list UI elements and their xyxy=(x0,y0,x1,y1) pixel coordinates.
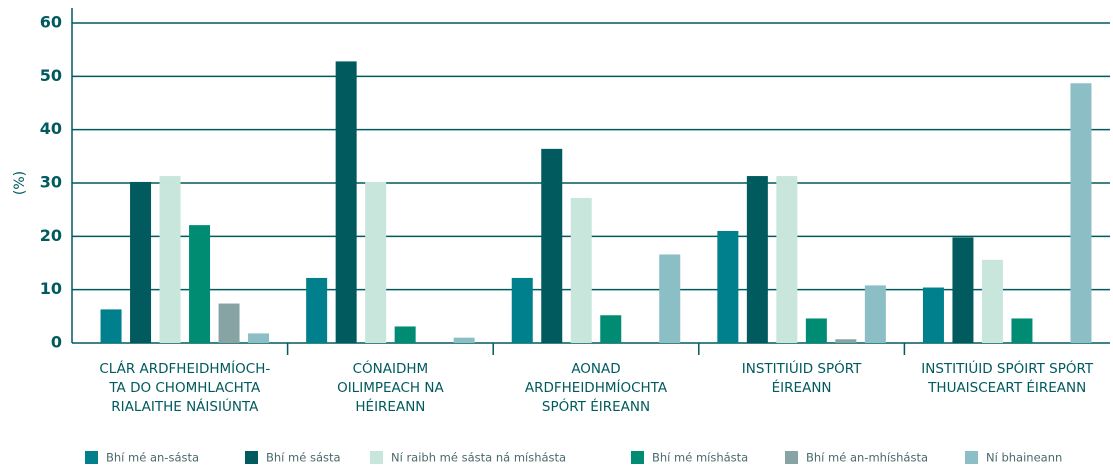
legend-swatch xyxy=(85,451,98,464)
bar xyxy=(952,237,974,343)
x-tick-label: ÉIREANN xyxy=(772,379,832,396)
bar xyxy=(805,318,827,343)
y-tick-label: 10 xyxy=(40,279,62,298)
bar xyxy=(159,176,181,343)
x-tick-label: INSTITIÚID SPÓRT xyxy=(742,359,862,377)
bar xyxy=(922,287,944,343)
bar xyxy=(864,285,886,343)
legend-label: Bhí mé an-sásta xyxy=(106,451,199,465)
bar xyxy=(717,231,739,343)
bar xyxy=(570,197,592,343)
bar xyxy=(776,176,798,343)
bar xyxy=(835,339,857,343)
legend-swatch xyxy=(785,451,798,464)
x-tick-label: CÓNAIDHM xyxy=(353,359,429,377)
bar xyxy=(541,148,563,343)
legend-label: Ní raibh mé sásta ná míshásta xyxy=(391,451,566,465)
x-tick-label: AONAD xyxy=(571,361,620,377)
y-tick-label: 20 xyxy=(40,226,62,245)
legend-label: Ní bhaineann xyxy=(986,451,1062,465)
y-tick-label: 30 xyxy=(40,173,62,192)
bar xyxy=(511,277,533,343)
legend-label: Bhí mé an-mhíshásta xyxy=(806,451,928,465)
bar xyxy=(1011,318,1033,343)
bar xyxy=(600,315,622,343)
bar xyxy=(1070,83,1092,344)
y-tick-label: 60 xyxy=(40,13,62,32)
legend-swatch xyxy=(965,451,978,464)
x-tick-label: TA DO CHOMHLACHTA xyxy=(108,380,261,396)
bar xyxy=(100,309,122,343)
y-tick-label: 40 xyxy=(40,119,62,138)
x-tick-label: ARDFHEIDHMÍOCHTA xyxy=(525,379,668,396)
bar xyxy=(659,254,681,343)
y-tick-label: 50 xyxy=(40,66,62,85)
bar xyxy=(453,337,475,343)
y-tick-label: 0 xyxy=(51,333,62,352)
bar xyxy=(746,176,768,343)
legend-swatch xyxy=(245,451,258,464)
bar xyxy=(248,333,270,343)
x-tick-label: OILIMPEACH NA xyxy=(337,380,444,396)
x-tick-label: RIALAITHE NÁISIÚNTA xyxy=(111,397,259,415)
y-axis-label: (%) xyxy=(12,171,28,195)
bar xyxy=(365,181,387,343)
legend-label: Bhí mé sásta xyxy=(266,451,341,465)
x-tick-label: THUAISCEART ÉIREANN xyxy=(927,379,1086,396)
x-tick-label: CLÁR ARDFHEIDHMÍOCH- xyxy=(99,360,270,377)
legend-label: Bhí mé míshásta xyxy=(652,451,748,465)
x-tick-label: SPÓRT ÉIREANN xyxy=(542,397,650,415)
legend-swatch xyxy=(631,451,644,464)
x-tick-label: HÉIREANN xyxy=(355,398,425,415)
bar xyxy=(130,181,152,343)
bar xyxy=(981,259,1003,343)
bar xyxy=(189,225,211,343)
x-tick-label: INSTITIÚID SPÓIRT SPÓRT xyxy=(921,359,1094,377)
legend-swatch xyxy=(370,451,383,464)
bar xyxy=(394,326,416,343)
bar xyxy=(335,61,357,344)
bar xyxy=(218,303,240,343)
bar xyxy=(306,277,328,343)
